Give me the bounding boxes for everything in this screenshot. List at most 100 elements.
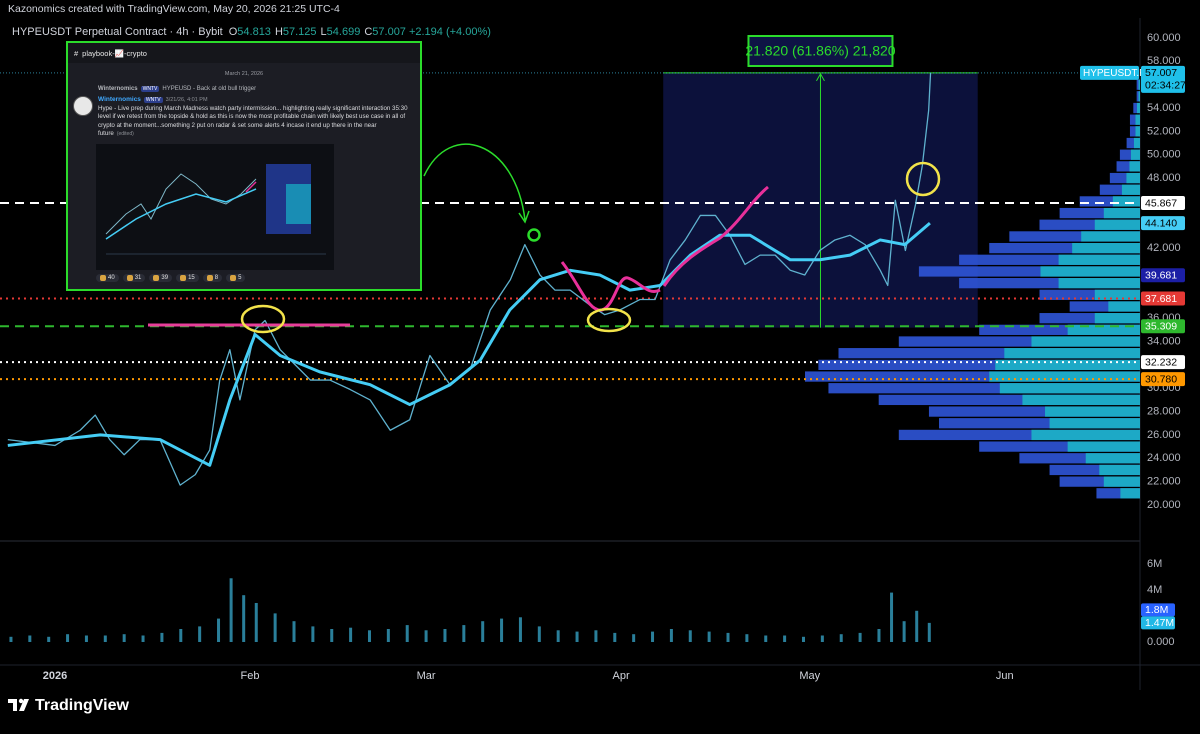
profile-bar-part [1045,406,1140,417]
reaction[interactable]: 15 [176,274,199,282]
profile-bar-part [1094,219,1140,230]
profile-bar-part [1040,266,1140,277]
volume-bar [902,621,906,642]
profile-bar [805,371,1140,382]
header: Kazonomics created with TradingView.com,… [8,3,340,15]
reaction-icon [230,275,237,281]
profile-bar [1129,126,1140,137]
ohlc-label: C [364,26,372,38]
volume-bar [556,630,560,642]
profile-bar-part [1058,278,1140,289]
reaction[interactable]: 8 [202,274,223,282]
mini-price [105,173,257,235]
last-price-tag [1141,65,1185,93]
profile-bar-part [1067,324,1140,335]
profile-bar [1126,137,1140,149]
reaction[interactable]: 39 [149,274,173,282]
hash: # [74,48,79,58]
profile-bar [1049,464,1140,476]
profile-bar-part [1129,161,1140,172]
x-tick-label: Apr [613,670,630,682]
profile-bar [818,359,1140,371]
price-tag [1141,319,1185,334]
volume-bar [839,634,843,642]
reply-author: Winternomics [98,86,138,92]
profile-bar-part [1135,126,1140,137]
symbol-line: HYPEUSDT Perpetual Contract · 4h · Bybit… [12,26,491,38]
axis-layer: HYPEUSDT Perpetual Contract · 4h · Bybit… [0,26,1186,682]
edited: (edited) [116,130,134,137]
profile-bar [1109,172,1140,184]
profile-bar-part [1138,91,1140,102]
volume-bar [745,634,749,642]
profile-bar [928,406,1140,417]
drawn-path [560,261,661,312]
volume-bar [594,630,598,642]
profile-bar [1099,184,1140,195]
profile-bar-part [1072,242,1140,254]
last-price-label: 57.007 [1145,67,1177,79]
volume-tick-label: 6M [1147,558,1162,570]
profile-bar-part [1126,172,1140,184]
volume-bar [820,635,824,642]
profile-bar-part [1112,196,1140,207]
reply-text: HYPEUSD - Back at old bull trigger [162,86,257,92]
price-tag [1141,291,1185,306]
reaction[interactable]: 31 [122,274,146,282]
volume-bar [669,628,673,642]
volume-bar [66,634,70,642]
drawn-arrow [423,143,526,221]
mini-profile [286,184,311,224]
reaction-count: 40 [108,275,115,281]
volume-bar [28,635,32,642]
reaction-icon [153,275,160,281]
x-tick-label: Feb [240,670,259,682]
price-tag [1141,268,1185,283]
price-tag [1141,372,1185,387]
ohlc-value: 57.125 [283,26,317,38]
price-tag-label: 30.780 [1145,373,1177,385]
price-tag [1141,195,1185,210]
profile-bar-part [1120,488,1140,499]
volume-bar [707,631,711,642]
profile-bar-part [1099,464,1140,476]
reaction[interactable]: 5 [226,274,246,282]
highlight-circle [586,307,632,333]
volume-bar [443,628,447,642]
measure-box [747,35,894,67]
price-tag-label: 35.309 [1145,321,1177,333]
profile-bar-part [1121,184,1140,195]
measure-label: 21.820 (61.86%) 21,820 [745,43,895,59]
profile-bar [878,394,1140,406]
profile-bar-part [1049,418,1140,429]
ohlc-label: H [275,26,283,38]
profile-bar [898,336,1140,347]
reaction-count: 31 [134,275,142,281]
profile-bar-part [1133,137,1140,149]
volume-bar [518,617,522,642]
volume-bar [575,631,579,642]
y-tick-label: 34.000 [1147,335,1181,347]
reply-tag: WNTV [140,86,160,92]
price-line [7,72,932,486]
author: Winternomics [98,96,141,103]
date-divider: March 21, 2026 [224,71,264,77]
measure-arrowhead [816,72,825,82]
reaction-icon [126,275,133,281]
volume-bar [160,632,164,642]
volume-bar [367,630,371,642]
profile-bar-part [1031,336,1140,347]
y-tick-label: 24.000 [1147,452,1181,464]
y-tick-label: 20.000 [1147,499,1181,511]
profile-bar-part [1103,207,1140,219]
volume-bar [47,636,51,642]
volume-bar [84,635,88,642]
profile-bar [1136,79,1140,90]
highlight-circle [527,228,541,242]
volume-bar [330,628,334,642]
reaction[interactable]: 40 [96,274,119,282]
profile-bar [1059,207,1140,219]
profile-bar [939,418,1140,429]
profile-bar [979,324,1140,335]
volume-bar [292,621,296,642]
